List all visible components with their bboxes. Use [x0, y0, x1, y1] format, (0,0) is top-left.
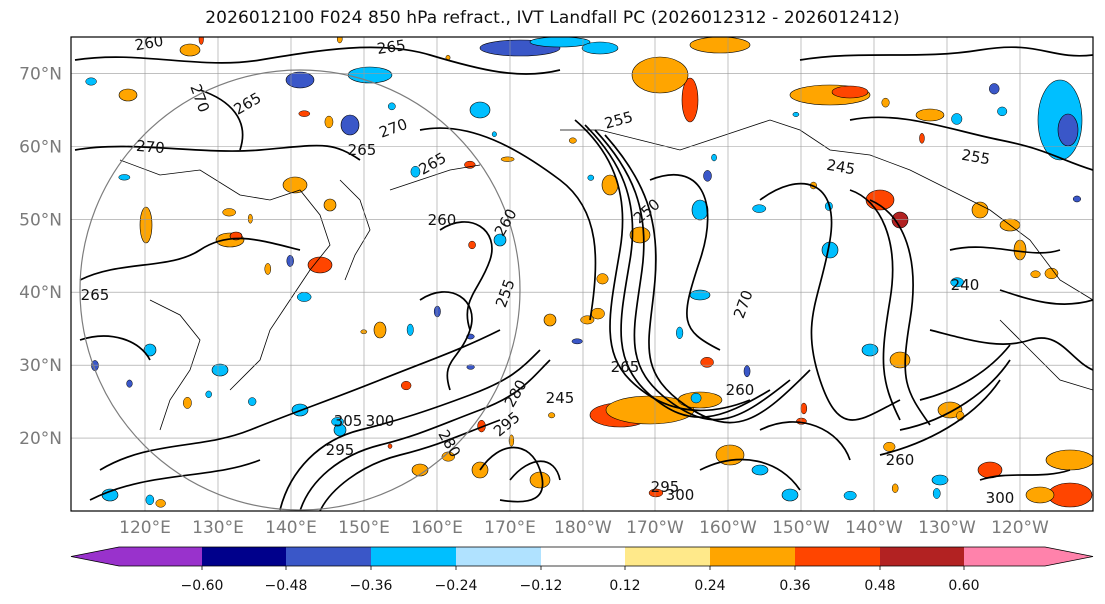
longitude-label: 160°W — [699, 518, 757, 538]
contour-label: 260 — [428, 211, 457, 229]
longitude-label: 150°E — [338, 518, 390, 538]
contour-label: 240 — [951, 276, 980, 294]
latitude-label: 70°N — [19, 64, 62, 84]
contour-label: 260 — [886, 451, 915, 469]
colorbar-tick-label: 0.60 — [948, 578, 979, 594]
colorbar-tick-label: −0.48 — [265, 578, 308, 594]
latitude-label: 40°N — [19, 283, 62, 303]
contour-label: 245 — [825, 156, 856, 179]
latitude-label: 30°N — [19, 356, 62, 376]
colorbar-segment — [964, 547, 1093, 566]
contour-label: 265 — [348, 141, 377, 159]
map-title: 2026012100 F024 850 hPa refract., IVT La… — [205, 8, 900, 28]
contour-label: 260 — [491, 206, 521, 240]
colorbar-segment — [795, 547, 880, 566]
contour-label: 265 — [416, 149, 450, 179]
longitude-label: 150°W — [772, 518, 830, 538]
contour-label: 265 — [611, 358, 640, 376]
contour-label: 300 — [366, 412, 395, 430]
colorbar-tick-label: 0.36 — [779, 578, 810, 594]
contour-label: 270 — [135, 137, 165, 157]
contour-label: 295 — [651, 478, 680, 496]
contour-label: 270 — [186, 82, 213, 115]
contour-label: 280 — [501, 377, 531, 411]
contour-label: 265 — [376, 36, 407, 58]
longitude-label: 140°W — [845, 518, 903, 538]
contour-label: 295 — [326, 441, 355, 459]
contour-label: 255 — [960, 146, 991, 169]
colorbar-tick-label: −0.36 — [350, 578, 393, 594]
colorbar-tick-label: −0.60 — [181, 578, 224, 594]
colorbar-outline — [70, 546, 1094, 567]
colorbar-segment — [71, 547, 202, 566]
colorbar-segment — [371, 547, 456, 566]
contour-label: 300 — [666, 486, 695, 504]
colorbar-tick-label: −0.12 — [520, 578, 563, 594]
contour-label: 270 — [730, 288, 757, 321]
contour-label: 255 — [603, 108, 635, 133]
colorbar-segment — [286, 547, 371, 566]
longitude-label: 170°W — [626, 518, 684, 538]
contour-label: 295 — [490, 408, 524, 440]
colorbar-segment — [202, 547, 286, 566]
colorbar-segment — [710, 547, 795, 566]
longitude-label: 130°E — [192, 518, 244, 538]
longitude-label: 130°W — [918, 518, 976, 538]
latitude-label: 20°N — [19, 429, 62, 449]
colorbar-segment — [880, 547, 964, 566]
colorbar-tick-label: 0.12 — [609, 578, 640, 594]
longitude-label: 160°E — [411, 518, 463, 538]
colorbar-tick-label: 0.24 — [694, 578, 725, 594]
longitude-label: 180°W — [554, 518, 612, 538]
longitude-label: 140°E — [265, 518, 317, 538]
colorbar-tick-label: −0.24 — [435, 578, 478, 594]
contour-label: 265 — [81, 286, 110, 304]
longitude-label: 120°W — [991, 518, 1049, 538]
colorbar-segment — [456, 547, 541, 566]
colorbar-segment — [541, 547, 625, 566]
contour-label: 305 — [334, 412, 363, 430]
contour-label: 245 — [546, 389, 575, 407]
map-frame — [70, 36, 1094, 512]
colorbar-tick-label: 0.48 — [864, 578, 895, 594]
contour-label: 250 — [630, 195, 664, 227]
colorbar-segment — [625, 547, 710, 566]
contour-label: 270 — [377, 115, 410, 142]
latitude-label: 50°N — [19, 210, 62, 230]
contour-label: 260 — [133, 32, 164, 55]
latitude-label: 60°N — [19, 137, 62, 157]
longitude-label: 170°E — [484, 518, 536, 538]
contour-label: 260 — [726, 381, 755, 399]
longitude-label: 120°E — [119, 518, 171, 538]
contour-label: 255 — [492, 277, 519, 310]
contour-label: 300 — [986, 489, 1015, 507]
